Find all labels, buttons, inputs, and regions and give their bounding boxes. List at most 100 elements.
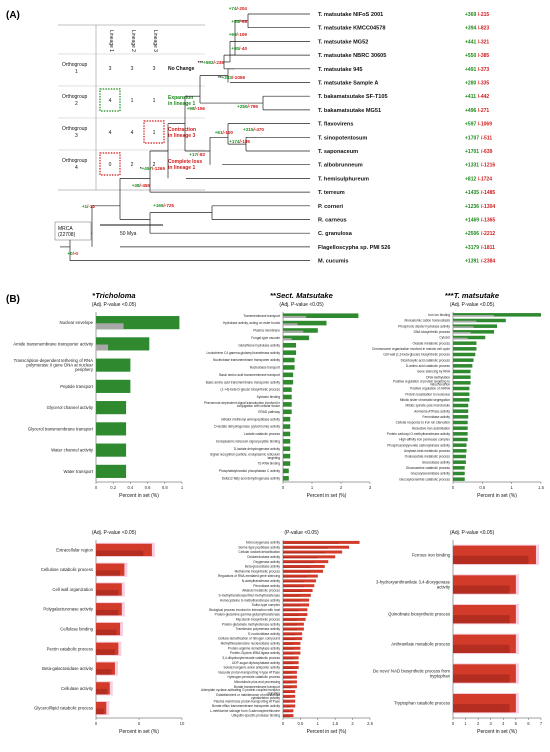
bar-chart: *Tricholoma (Adj. P-value <0.05) Nuclear e…	[13, 291, 184, 499]
bar-label: Alkaloid metabolic process	[242, 589, 280, 593]
species-gain: +496	[465, 108, 476, 114]
species-loss: /-823	[478, 26, 490, 32]
bar	[453, 426, 468, 430]
orthogroup-count: 1	[153, 98, 156, 104]
species-name: R. carneus	[318, 218, 347, 224]
bar-label: Iron ion binding	[428, 313, 450, 317]
bar-label: Quinolinate biosynthetic process	[388, 612, 450, 617]
background-bar	[96, 344, 109, 351]
bar-label: Mycotoxin biosynthetic process	[236, 617, 281, 621]
background-bar	[283, 710, 290, 713]
bar-label: Dicarboxylic acid catabolic process	[401, 358, 451, 362]
bar-label: Lactate catabolic process	[244, 432, 280, 436]
bar	[283, 627, 304, 631]
bar-label: Peptide transport	[60, 384, 94, 389]
orthogroup-name: Orthogroup	[62, 158, 88, 164]
x-tick-label: 0.2	[110, 485, 116, 490]
background-bar	[453, 555, 529, 565]
bar	[283, 372, 294, 378]
node-gain-loss: +174/-185	[229, 139, 250, 144]
orthogroup-description: Contraction in lineage 3	[168, 127, 196, 139]
bar	[453, 318, 506, 323]
species-loss: /-2212	[481, 231, 495, 237]
bar	[283, 540, 360, 544]
orthogroup-count: 1	[131, 98, 134, 104]
bar-label: Vacuolar proton-transporting V-type ATPa…	[218, 670, 280, 674]
bar	[453, 403, 469, 408]
species-name: T. saponaceum	[318, 149, 358, 155]
orthogroup-name: Orthogroup	[62, 126, 88, 132]
orthogroup-count: 1	[153, 130, 156, 136]
bar-label: Ferroxidase activity	[423, 415, 451, 419]
bar-label: Chromosome organization involved in meio…	[372, 347, 450, 351]
background-bar	[283, 590, 303, 593]
background-bar	[283, 706, 290, 708]
background-bar	[283, 323, 298, 326]
x-tick-label: 1.5	[332, 721, 338, 726]
bar-label: L-methionine salvage from S-adenosylmeth…	[210, 709, 280, 713]
bar-label: Amylase-beta metabolic process	[404, 449, 450, 453]
species-gain: +1391	[465, 259, 479, 265]
node-gain-loss: +1/-12	[82, 204, 96, 209]
bar	[283, 468, 289, 474]
bar-label: Protein-glutamate methylesterase activit…	[222, 622, 281, 626]
bar	[283, 342, 297, 348]
bar	[453, 466, 465, 470]
background-bar	[283, 643, 294, 645]
background-bar	[283, 638, 296, 641]
background-bar	[96, 550, 144, 557]
bar	[283, 579, 317, 583]
bar-label: Mitotic spindle pole microtubule	[406, 404, 451, 408]
bar	[283, 608, 308, 612]
background-bar	[283, 677, 292, 679]
bar-label: Fungal-type vacuole	[251, 336, 280, 340]
x-tick-label: 0.8	[162, 485, 168, 490]
bar-chart: (Adj. P-value <0.05) Ferrous iron binding…	[373, 530, 543, 735]
x-tick-label: 3	[369, 485, 372, 490]
bar	[453, 341, 477, 345]
bar	[283, 680, 297, 684]
bar	[283, 704, 296, 708]
bar	[453, 432, 468, 436]
species-loss: /-1365	[481, 218, 495, 224]
background-bar	[283, 701, 290, 703]
chart-title: ***T. matsutake	[445, 291, 499, 300]
orthogroup-count: 2	[153, 162, 156, 168]
bar-chart: (P-value <0.05) Monooxygenase activitySer…	[201, 530, 374, 735]
node-gain-loss: +80/-40	[231, 46, 247, 51]
bar	[96, 358, 131, 372]
bar	[96, 379, 131, 393]
node-gain-loss: +250/-799	[237, 104, 258, 109]
bar-label: DNA methylation	[426, 375, 450, 379]
x-tick-label: 1	[311, 485, 314, 490]
bar-label: Glycerol/lipid catabolic process	[34, 706, 93, 711]
bar	[283, 461, 291, 466]
bar-label: Water transport	[64, 469, 94, 474]
bar-label: Gene silencing by RNA	[417, 370, 451, 374]
node-gain-loss: +165/-725	[153, 203, 174, 208]
orthogroup-number: 3	[75, 133, 78, 139]
species-gain: +1707	[465, 135, 479, 141]
background-bar	[283, 715, 290, 718]
background-bar	[283, 648, 294, 650]
bar-label: Glucosylceramidase activity	[411, 472, 451, 476]
bar	[283, 350, 297, 355]
species-gain: +550	[465, 53, 476, 59]
background-bar	[283, 633, 296, 636]
bar	[283, 409, 292, 415]
bar	[96, 543, 152, 557]
x-tick-label: 0	[95, 721, 98, 726]
bar-label: Nuclear envelope	[60, 320, 94, 325]
change-highlight-box	[143, 120, 165, 144]
chart-subtitle: (Adj. P-value <0.05)	[92, 302, 137, 308]
bar-label: Delta12-fatty acid dehydrogenase activit…	[222, 476, 281, 480]
bar	[453, 335, 486, 340]
bar	[453, 454, 466, 459]
bar	[283, 320, 327, 326]
bar	[283, 446, 291, 452]
species-loss: /-1724	[478, 176, 492, 182]
bar	[96, 682, 110, 695]
orthogroup-count: 3	[109, 66, 112, 72]
bar	[453, 386, 470, 391]
background-bar	[283, 566, 311, 568]
